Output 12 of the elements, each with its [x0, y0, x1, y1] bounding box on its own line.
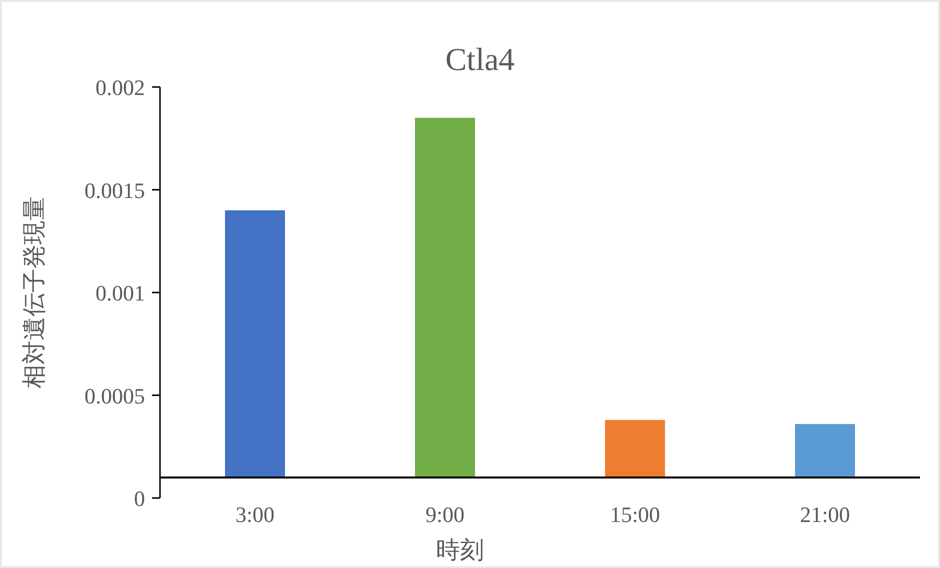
x-axis-title: 時刻 — [436, 536, 484, 564]
y-tick-label: 0.001 — [96, 280, 145, 306]
x-tick-label: 15:00 — [610, 502, 660, 527]
y-tick-label: 0.002 — [96, 75, 145, 100]
chart-title: Ctla4 — [445, 41, 515, 77]
y-tick-label: 0.0005 — [84, 383, 145, 408]
y-axis-title: 相対遺伝子発現量 — [20, 196, 48, 388]
y-tick-label: 0 — [134, 486, 145, 511]
x-tick-label: 3:00 — [235, 502, 275, 527]
x-tick-label: 21:00 — [800, 502, 850, 527]
y-tick-label: 0.0015 — [84, 178, 145, 203]
x-tick-label: 9:00 — [425, 502, 465, 527]
